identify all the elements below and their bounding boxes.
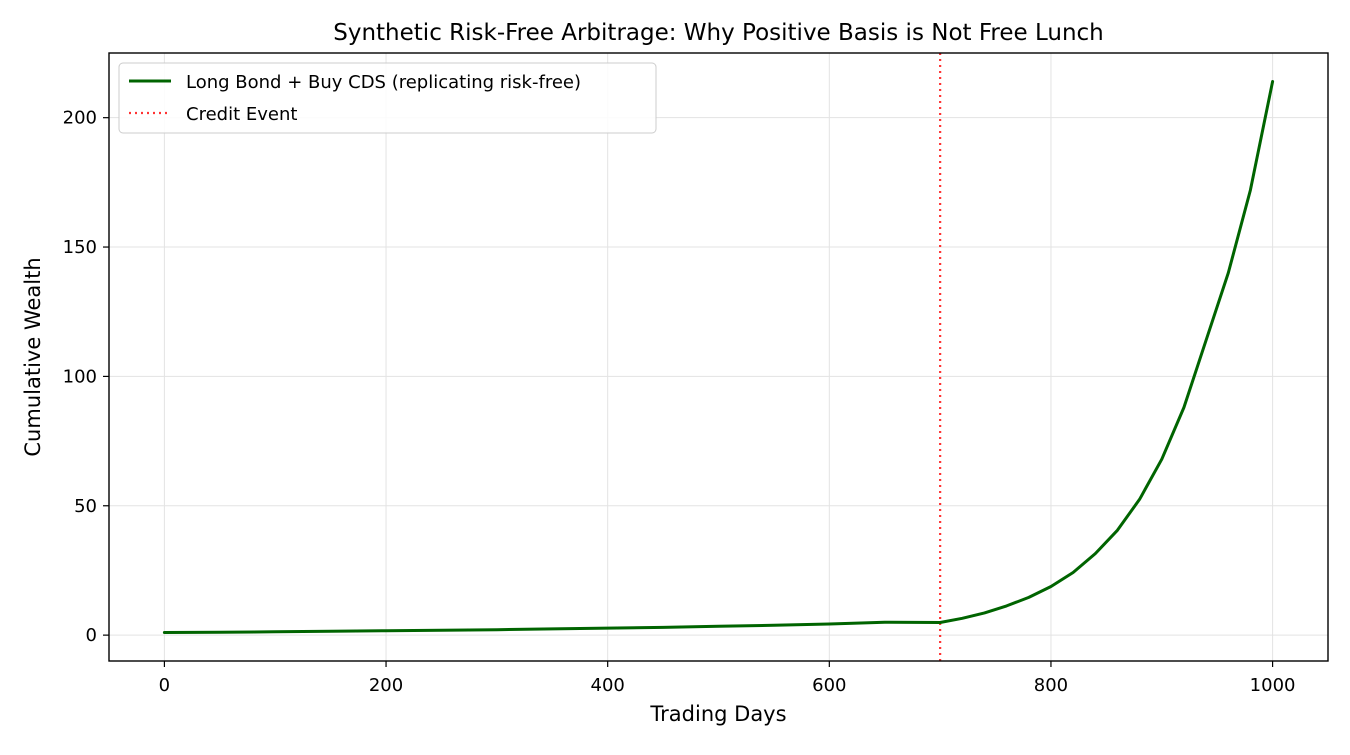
x-tick-label: 200: [369, 675, 403, 696]
series-line: [162, 80, 1275, 634]
series-layer: [162, 80, 1275, 634]
x-tick-label: 800: [1034, 675, 1068, 696]
legend: Long Bond + Buy CDS (replicating risk-fr…: [118, 62, 657, 134]
grid: [109, 53, 1328, 661]
y-axis-label: Cumulative Wealth: [21, 257, 45, 456]
y-tick-label: 100: [63, 366, 97, 387]
y-tick-label: 0: [86, 625, 97, 646]
x-tick-label: 0: [159, 675, 170, 696]
y-tick-label: 200: [63, 108, 97, 129]
x-axis-label: Trading Days: [649, 702, 786, 726]
x-tick-label: 600: [812, 675, 846, 696]
legend-label-credit-event: Credit Event: [186, 104, 297, 125]
y-tick-label: 150: [63, 237, 97, 258]
x-tick-label: 1000: [1250, 675, 1296, 696]
ticks: 0 200 400 600 800 1000 0 50 100 150 200: [63, 108, 1296, 696]
plot-frame: [108, 52, 1329, 662]
legend-box: [118, 62, 657, 134]
y-tick-label: 50: [74, 496, 97, 517]
x-tick-label: 400: [591, 675, 625, 696]
chart-title: Synthetic Risk-Free Arbitrage: Why Posit…: [333, 20, 1104, 46]
legend-label-series: Long Bond + Buy CDS (replicating risk-fr…: [186, 72, 581, 93]
